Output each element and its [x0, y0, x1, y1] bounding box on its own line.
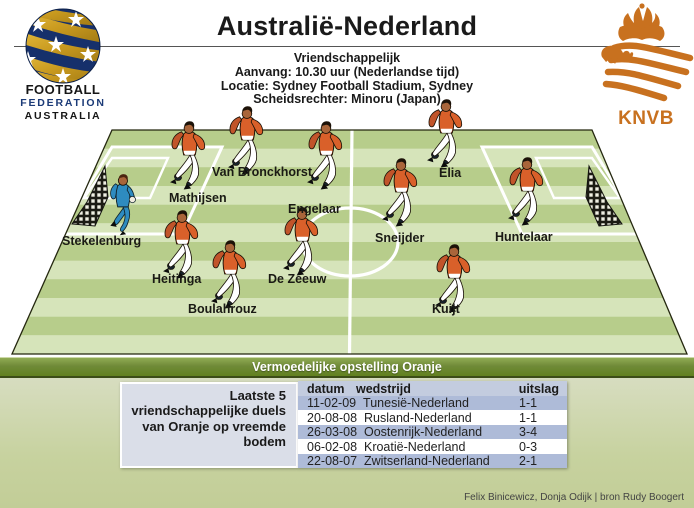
svg-text:Van Bronckhorst: Van Bronckhorst [212, 165, 313, 179]
svg-text:Elia: Elia [439, 166, 462, 180]
svg-text:De Zeeuw: De Zeeuw [268, 272, 327, 286]
svg-text:Huntelaar: Huntelaar [495, 230, 553, 244]
svg-text:Engelaar: Engelaar [288, 202, 341, 216]
svg-text:Mathijsen: Mathijsen [169, 191, 227, 205]
svg-text:Sneijder: Sneijder [375, 231, 424, 245]
svg-text:Boulahrouz: Boulahrouz [188, 302, 257, 316]
svg-text:Kuijt: Kuijt [432, 302, 461, 316]
svg-text:Stekelenburg: Stekelenburg [62, 234, 141, 248]
svg-text:Heitinga: Heitinga [152, 272, 202, 286]
